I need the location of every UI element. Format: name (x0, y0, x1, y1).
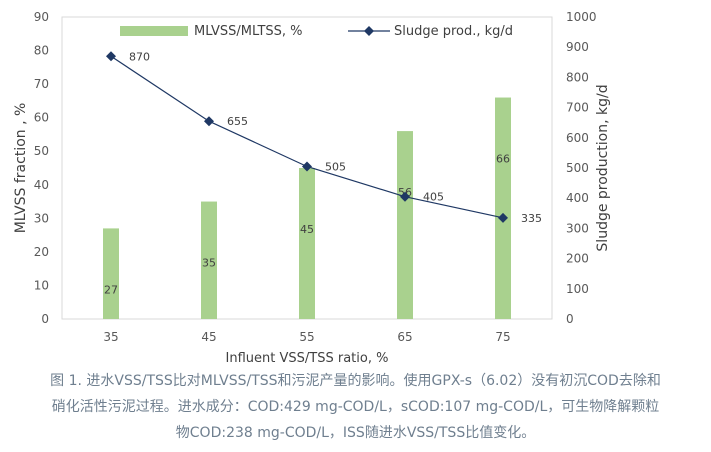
bar (495, 97, 511, 320)
x-tick-label: 55 (299, 330, 314, 344)
y-right-axis-title: Sludge production, kg/d (595, 84, 611, 251)
figure-caption: 图 1. 进水VSS/TSS比对MLVSS/TSS和污泥产量的影响。使用GPX-… (0, 368, 711, 446)
line-point (204, 116, 214, 127)
right-axis-ticks: 0 100 200 300 400 500 600 700 800 900 1000 (566, 10, 597, 326)
y-left-tick-label: 40 (34, 178, 49, 192)
x-tick-label: 75 (495, 330, 510, 344)
left-axis-ticks: 0 10 20 30 40 50 60 70 80 90 (34, 10, 49, 326)
legend-bar-label: MLVSS/MLTSS, % (194, 24, 303, 39)
x-tick-label: 45 (201, 330, 216, 344)
bar (201, 201, 217, 319)
line-point (400, 191, 410, 202)
y-left-tick-label: 50 (34, 144, 49, 158)
line-value-label: 335 (521, 212, 542, 225)
bar-series (103, 97, 511, 320)
caption-line: 硝化活性污泥过程。进水成分：COD:429 mg-COD/L，sCOD:107 … (51, 399, 660, 415)
y-left-tick-label: 10 (34, 278, 49, 292)
line-series (106, 51, 508, 223)
y-left-tick-label: 20 (34, 245, 49, 259)
y-right-tick-label: 300 (566, 221, 589, 235)
line-value-label: 655 (227, 115, 248, 128)
y-right-tick-label: 1000 (566, 10, 597, 24)
line-point (302, 161, 312, 172)
y-left-tick-label: 70 (34, 77, 49, 91)
y-left-tick-label: 80 (34, 44, 49, 58)
y-left-tick-label: 0 (41, 312, 49, 326)
legend-line-label: Sludge prod., kg/d (394, 24, 513, 39)
y-right-tick-label: 600 (566, 131, 589, 145)
legend: MLVSS/MLTSS, % Sludge prod., kg/d (120, 24, 513, 39)
y-left-axis-title: MLVSS fraction , % (13, 103, 29, 234)
legend-line-marker (364, 26, 374, 36)
bar-data-labels: 2735455666 (104, 153, 510, 297)
caption-line: 物COD:238 mg-COD/L，ISS随进水VSS/TSS比值变化。 (175, 425, 536, 441)
y-right-tick-label: 0 (566, 312, 574, 326)
line-data-labels: 870 655 505 405 335 (129, 50, 542, 225)
y-right-tick-label: 800 (566, 70, 589, 84)
bar (103, 228, 119, 319)
x-tick-label: 35 (103, 330, 118, 344)
y-right-tick-label: 900 (566, 40, 589, 54)
y-right-tick-label: 500 (566, 161, 589, 175)
line-point (498, 212, 508, 223)
x-tick-label: 65 (397, 330, 412, 344)
bar-value-label: 35 (202, 257, 216, 270)
y-left-tick-label: 30 (34, 211, 49, 225)
combo-chart: 0 10 20 30 40 50 60 70 80 90 0 100 200 300 400 500 600 7… (13, 10, 611, 366)
y-right-tick-label: 400 (566, 191, 589, 205)
bar-value-label: 66 (496, 153, 510, 166)
line-value-label: 405 (423, 191, 444, 204)
y-right-tick-label: 200 (566, 252, 589, 266)
x-axis-title: Influent VSS/TSS ratio, % (226, 351, 389, 366)
y-left-tick-label: 60 (34, 111, 49, 125)
bar-value-label: 45 (300, 223, 314, 236)
bar (397, 131, 413, 319)
y-left-tick-label: 90 (34, 10, 49, 24)
x-axis-ticks: 35 45 55 65 75 (103, 330, 510, 344)
line-value-label: 870 (129, 50, 150, 63)
bar (299, 168, 315, 319)
caption-line: 图 1. 进水VSS/TSS比对MLVSS/TSS和污泥产量的影响。使用GPX-… (50, 373, 661, 389)
bar-value-label: 27 (104, 283, 118, 296)
line-value-label: 505 (325, 160, 346, 173)
y-right-tick-label: 700 (566, 101, 589, 115)
line-point (106, 51, 116, 62)
legend-bar-swatch (120, 26, 188, 36)
y-right-tick-label: 100 (566, 282, 589, 296)
